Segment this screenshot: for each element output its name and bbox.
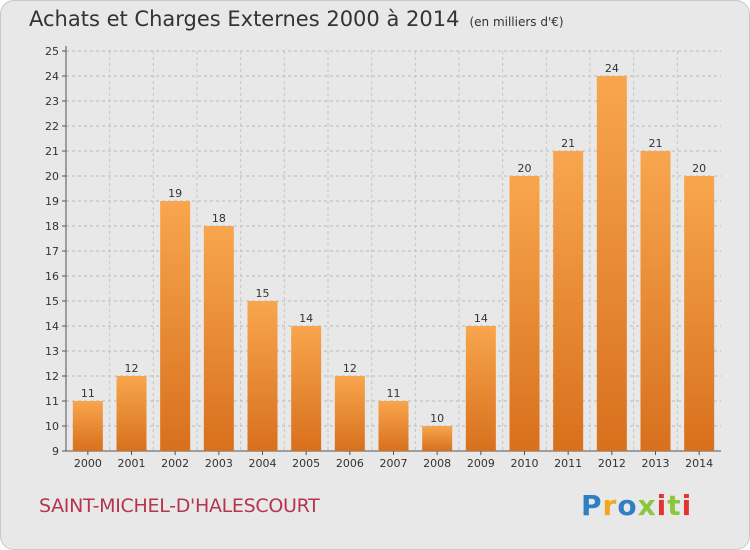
x-tick-label: 2000 bbox=[74, 457, 102, 470]
bar bbox=[465, 326, 496, 451]
data-label: 14 bbox=[474, 312, 488, 325]
data-label: 15 bbox=[256, 287, 270, 300]
data-label: 24 bbox=[605, 62, 619, 75]
y-tick-label: 12 bbox=[45, 370, 59, 383]
x-tick-label: 2013 bbox=[642, 457, 670, 470]
y-tick-label: 24 bbox=[45, 70, 59, 83]
x-tick-label: 2009 bbox=[467, 457, 495, 470]
logo-letter: r bbox=[602, 489, 618, 522]
x-tick-label: 2011 bbox=[554, 457, 582, 470]
x-tick-label: 2004 bbox=[249, 457, 277, 470]
y-tick-label: 21 bbox=[45, 145, 59, 158]
data-label: 12 bbox=[343, 362, 357, 375]
y-tick-label: 25 bbox=[45, 45, 59, 58]
logo-letter: P bbox=[581, 489, 603, 522]
bar bbox=[291, 326, 322, 451]
chart-title: Achats et Charges Externes 2000 à 2014 (e… bbox=[29, 7, 564, 31]
bar bbox=[422, 426, 453, 451]
y-tick-label: 9 bbox=[52, 445, 59, 458]
data-label: 10 bbox=[430, 412, 444, 425]
data-label: 20 bbox=[692, 162, 706, 175]
logo-letter: x bbox=[637, 489, 657, 522]
bar bbox=[684, 176, 715, 451]
data-label: 14 bbox=[299, 312, 313, 325]
data-label: 11 bbox=[387, 387, 401, 400]
bar bbox=[334, 376, 365, 451]
y-tick-label: 11 bbox=[45, 395, 59, 408]
labels: 9 10 11 12 13 14 15 16 17 18 19 20 21 22 23 24 25 11 2000 1… bbox=[45, 45, 713, 470]
data-label: 19 bbox=[168, 187, 182, 200]
y-tick-label: 16 bbox=[45, 270, 59, 283]
data-label: 12 bbox=[125, 362, 139, 375]
bar bbox=[509, 176, 540, 451]
y-tick-label: 23 bbox=[45, 95, 59, 108]
x-tick-label: 2006 bbox=[336, 457, 364, 470]
bar bbox=[640, 151, 671, 451]
data-label: 21 bbox=[561, 137, 575, 150]
bar bbox=[203, 226, 234, 451]
title-text: Achats et Charges Externes 2000 à 2014 bbox=[29, 7, 460, 31]
y-tick-label: 20 bbox=[45, 170, 59, 183]
y-tick-label: 17 bbox=[45, 245, 59, 258]
y-tick-label: 18 bbox=[45, 220, 59, 233]
y-tick-label: 15 bbox=[45, 295, 59, 308]
bar bbox=[378, 401, 409, 451]
bar bbox=[116, 376, 147, 451]
logo-letter: o bbox=[617, 489, 638, 522]
x-tick-label: 2014 bbox=[685, 457, 713, 470]
x-tick-label: 2008 bbox=[423, 457, 451, 470]
data-label: 11 bbox=[81, 387, 95, 400]
unit-label: (en milliers d'€) bbox=[469, 15, 564, 29]
y-tick-label: 14 bbox=[45, 320, 59, 333]
x-tick-label: 2002 bbox=[161, 457, 189, 470]
logo-letter: i bbox=[656, 489, 668, 522]
data-label: 21 bbox=[649, 137, 663, 150]
bar bbox=[553, 151, 584, 451]
bar bbox=[596, 76, 627, 451]
y-tick-label: 19 bbox=[45, 195, 59, 208]
x-tick-label: 2003 bbox=[205, 457, 233, 470]
bar bbox=[160, 201, 191, 451]
bar bbox=[247, 301, 278, 451]
bars bbox=[72, 76, 715, 451]
logo-letter: i bbox=[681, 489, 693, 522]
logo-letter: t bbox=[667, 489, 682, 522]
x-tick-label: 2007 bbox=[380, 457, 408, 470]
x-tick-label: 2005 bbox=[292, 457, 320, 470]
bar bbox=[72, 401, 103, 451]
commune-name: SAINT-MICHEL-D'HALESCOURT bbox=[39, 495, 320, 517]
y-tick-label: 22 bbox=[45, 120, 59, 133]
x-tick-label: 2012 bbox=[598, 457, 626, 470]
y-tick-label: 13 bbox=[45, 345, 59, 358]
data-label: 18 bbox=[212, 212, 226, 225]
y-tick-label: 10 bbox=[45, 420, 59, 433]
x-tick-label: 2010 bbox=[511, 457, 539, 470]
proxiti-logo: Proxiti bbox=[581, 489, 692, 522]
x-tick-label: 2001 bbox=[118, 457, 146, 470]
data-label: 20 bbox=[518, 162, 532, 175]
